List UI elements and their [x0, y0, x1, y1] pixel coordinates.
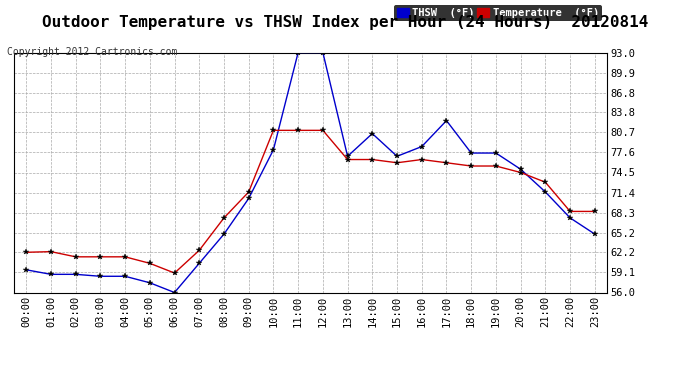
Legend: THSW  (°F), Temperature  (°F): THSW (°F), Temperature (°F) [394, 5, 602, 21]
Text: Outdoor Temperature vs THSW Index per Hour (24 Hours)  20120814: Outdoor Temperature vs THSW Index per Ho… [42, 15, 648, 30]
Text: Copyright 2012 Cartronics.com: Copyright 2012 Cartronics.com [7, 47, 177, 57]
